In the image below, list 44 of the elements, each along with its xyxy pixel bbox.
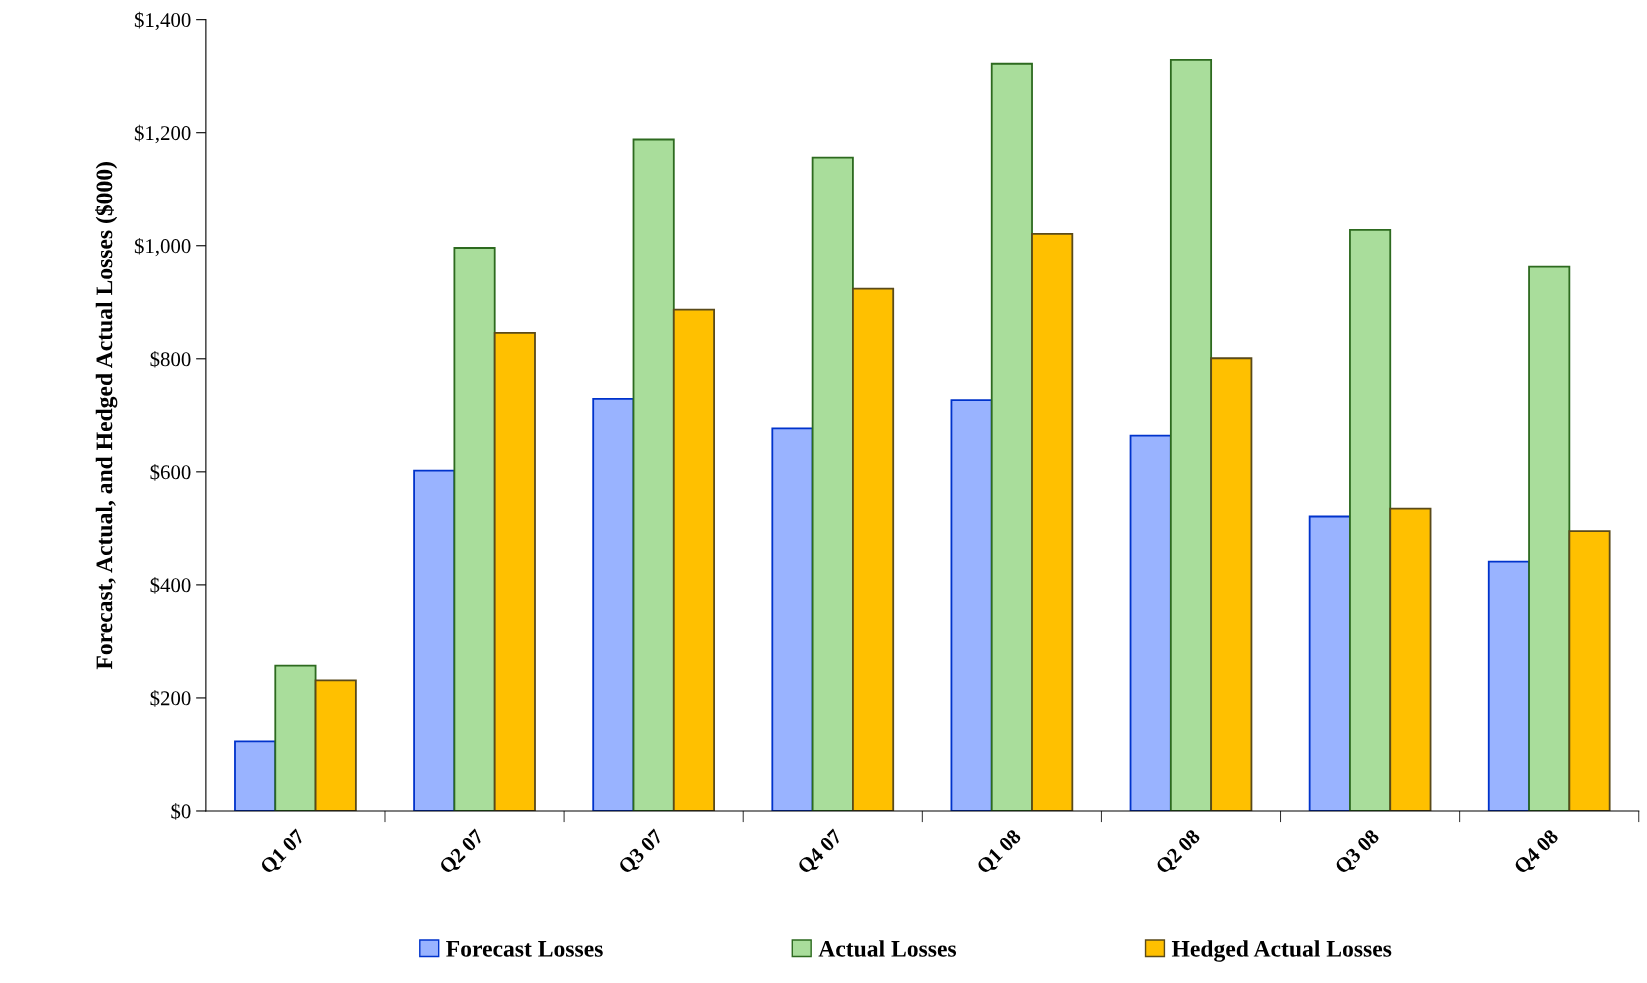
- bar: [632, 138, 675, 811]
- y-tick-label: $800: [150, 350, 191, 368]
- legend-label: Forecast Losses: [446, 941, 603, 957]
- y-tick-label: $600: [150, 463, 191, 481]
- bar: [771, 427, 814, 811]
- x-tick-label: Q3 08: [1334, 828, 1383, 877]
- bar: [811, 156, 854, 811]
- x-tick-label: Q1 08: [975, 828, 1024, 877]
- x-tick-label: Q4 08: [1513, 828, 1562, 877]
- bar: [990, 62, 1033, 811]
- y-tick-label: $200: [150, 690, 191, 707]
- bar: [234, 740, 277, 811]
- x-tick-label: Q2 07: [438, 828, 487, 877]
- bar: [314, 679, 357, 811]
- bar: [1308, 515, 1351, 811]
- bar: [1031, 232, 1074, 811]
- bar: [1129, 434, 1172, 811]
- y-axis-title: Forecast, Actual, and Hedged Actual Losses ($000): [95, 162, 118, 670]
- bar: [274, 664, 317, 811]
- y-tick-label: $1,200: [134, 124, 191, 144]
- bar: [1210, 357, 1253, 811]
- bar: [950, 399, 993, 811]
- bar: [1169, 58, 1213, 811]
- legend-label: Actual Losses: [818, 940, 957, 957]
- bar: [1528, 265, 1571, 811]
- x-tick-label: Q2 08: [1154, 828, 1204, 877]
- legend-label: Hedged Actual Losses: [1171, 940, 1392, 962]
- bar: [493, 331, 536, 811]
- x-tick-label: Q1 07: [259, 828, 308, 877]
- bar: [592, 398, 635, 811]
- bar: [453, 247, 496, 811]
- x-tick-label: Q3 07: [617, 828, 666, 877]
- bar: [1487, 560, 1530, 811]
- y-tick-label: $1,400: [134, 11, 191, 31]
- bar: [672, 308, 716, 811]
- bar: [1349, 229, 1392, 811]
- x-tick-label: Q4 07: [796, 828, 846, 877]
- y-tick-label: $400: [150, 577, 191, 594]
- y-tick-label: $0: [171, 803, 191, 820]
- y-tick-label: $1,000: [134, 237, 191, 257]
- bar: [413, 469, 456, 811]
- bar: [1568, 530, 1611, 811]
- bar: [1389, 507, 1432, 811]
- bar: [852, 287, 895, 811]
